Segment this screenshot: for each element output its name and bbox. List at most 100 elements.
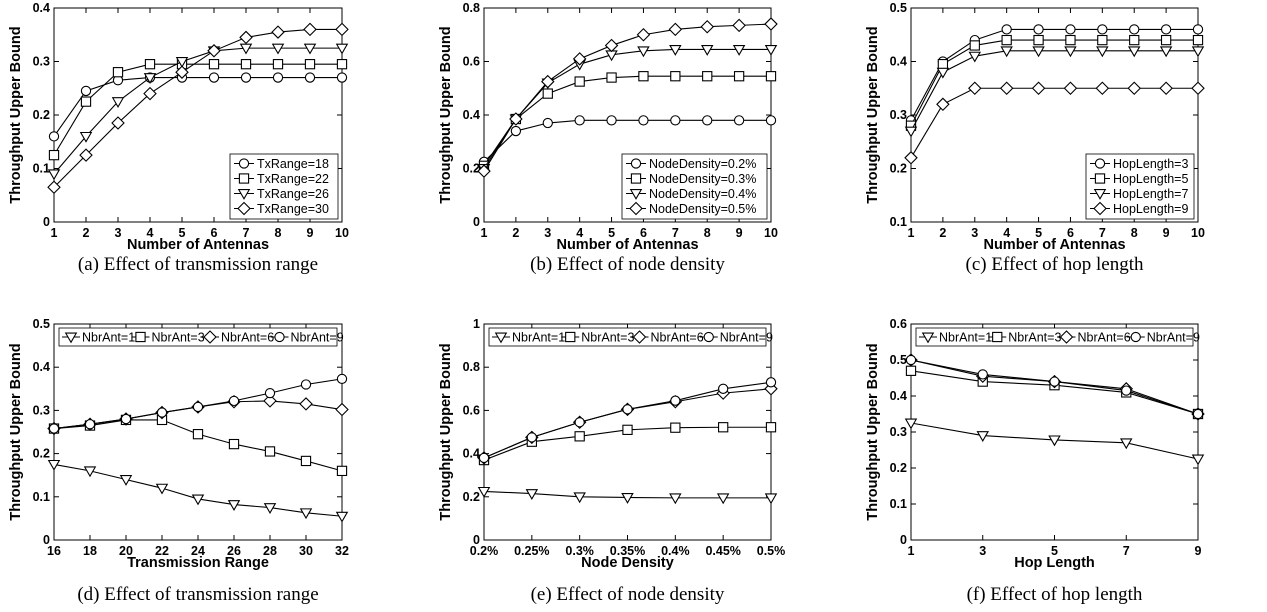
- series-line-a-3: [53, 47, 342, 175]
- legend-label: NbrAnt=1: [939, 331, 992, 345]
- y-axis-label: Throughput Upper Bound: [438, 26, 454, 203]
- x-tick-label: 0.3%: [565, 544, 594, 558]
- data-point-b-1: [638, 115, 649, 126]
- data-point-c-3: [904, 126, 918, 138]
- data-point-f-1: [1191, 454, 1205, 466]
- data-point-d-1: [47, 459, 61, 471]
- y-tick-label: 0: [43, 215, 50, 229]
- data-point-d-1: [155, 483, 169, 495]
- legend-box: [621, 153, 768, 220]
- x-tick-label: 3: [979, 544, 986, 558]
- legend-label: NbrAnt=1: [82, 331, 135, 345]
- legend-b: NodeDensity=0.2%NodeDensity=0.3%NodeDens…: [621, 153, 768, 220]
- data-point-c-3: [1127, 46, 1141, 58]
- series-line-d-1: [53, 463, 343, 517]
- data-point-f-1: [1120, 438, 1133, 450]
- x-tick-label: 0.4%: [661, 544, 690, 558]
- data-point-f-1: [1048, 435, 1061, 447]
- data-point-c-3: [1064, 46, 1077, 58]
- data-point-a-3: [239, 43, 253, 55]
- data-point-e-4: [718, 383, 729, 394]
- data-point-e-2: [718, 422, 729, 433]
- data-point-c-4: [1063, 81, 1078, 96]
- data-point-e-4: [478, 452, 490, 464]
- data-point-e-4: [622, 404, 633, 415]
- y-axis-label: Throughput Upper Bound: [865, 26, 881, 203]
- legend-marker: [630, 158, 642, 169]
- data-point-c-4: [999, 81, 1014, 96]
- x-tick-label: 8: [704, 226, 711, 240]
- legend-label: NbrAnt=6: [651, 331, 704, 345]
- legend-label: HopLength=3: [1113, 157, 1188, 171]
- legend-label: NbrAnt=9: [1147, 331, 1200, 345]
- x-tick-label: 20: [119, 544, 133, 558]
- legend-marker: [1059, 330, 1074, 344]
- legend-marker: [565, 331, 576, 343]
- legend-label: NbrAnt=9: [720, 331, 773, 345]
- legend-label: NodeDensity=0.2%: [649, 157, 756, 171]
- caption-b: (b) Effect of node density: [530, 254, 725, 275]
- data-point-c-4: [904, 151, 918, 165]
- data-point-b-4: [477, 164, 491, 178]
- data-point-b-2: [542, 88, 553, 99]
- data-point-d-2: [336, 465, 348, 477]
- x-tick-label: 22: [155, 544, 169, 558]
- series-line-c-3: [910, 50, 1198, 132]
- data-point-d-4: [192, 401, 204, 413]
- y-tick-label: 1: [473, 317, 480, 331]
- y-tick-label: 0.5: [890, 353, 907, 367]
- data-point-f-2: [905, 365, 917, 376]
- data-point-c-3: [968, 51, 982, 63]
- data-point-d-1: [191, 494, 205, 506]
- legend-marker: [237, 189, 251, 200]
- data-point-a-1: [80, 85, 92, 97]
- x-tick-label: 4: [1003, 226, 1010, 240]
- y-axis-label: Throughput Upper Bound: [865, 343, 881, 520]
- data-point-a-2: [80, 96, 92, 107]
- legend-marker: [992, 331, 1003, 343]
- x-tick-label: 6: [640, 226, 647, 240]
- data-point-d-1: [119, 475, 133, 486]
- data-point-b-1: [733, 115, 745, 126]
- data-point-a-1: [240, 72, 252, 83]
- x-tick-label: 0.5%: [757, 544, 786, 558]
- data-point-d-3: [299, 397, 313, 411]
- series-line-d-2: [53, 419, 343, 472]
- data-point-b-2: [574, 76, 585, 87]
- caption-f: (f) Effect of hop length: [967, 584, 1143, 605]
- legend-marker: [238, 173, 250, 184]
- data-point-a-4: [143, 86, 157, 101]
- x-axis-label: Node Density: [581, 555, 674, 571]
- data-point-a-4: [335, 22, 349, 37]
- y-tick-label: 0: [900, 533, 907, 547]
- data-point-e-1: [764, 493, 778, 505]
- legend-label: TxRange=22: [257, 172, 329, 186]
- legend-label: NbrAnt=1: [512, 331, 565, 345]
- series-line-c-2: [910, 39, 1198, 126]
- x-tick-label: 1: [51, 226, 58, 240]
- y-tick-label: 0.1: [890, 215, 907, 229]
- data-point-b-1: [574, 115, 585, 126]
- legend-c: HopLength=3HopLength=5HopLength=7HopLeng…: [1085, 153, 1195, 220]
- x-tick-label: 10: [764, 226, 778, 240]
- x-tick-label: 0.45%: [705, 544, 740, 558]
- x-tick-label: 7: [1099, 226, 1106, 240]
- data-point-d-4: [264, 387, 276, 399]
- data-point-d-1: [83, 466, 97, 478]
- legend-marker: [135, 331, 146, 343]
- y-tick-label: 0.2: [33, 447, 50, 461]
- legend-label: HopLength=7: [1113, 187, 1188, 201]
- y-tick-label: 0.3: [33, 55, 50, 69]
- legend-marker: [237, 201, 251, 216]
- plot-frame-f: [910, 323, 1199, 541]
- data-point-c-3: [1000, 46, 1013, 58]
- x-axis-label: Number of Antennas: [556, 237, 698, 253]
- y-tick-label: 0.2: [463, 490, 480, 504]
- data-point-c-4: [968, 81, 982, 96]
- legend-label: NodeDensity=0.3%: [649, 172, 756, 186]
- data-point-d-1: [263, 503, 277, 514]
- data-point-b-3: [764, 45, 778, 56]
- panel-b: 0 0.2 0.4 0.6 0.8 1 2 3 4 5 6 7 8 9 10 Number of Antenn…: [438, 1, 778, 275]
- x-tick-label: 1: [908, 226, 915, 240]
